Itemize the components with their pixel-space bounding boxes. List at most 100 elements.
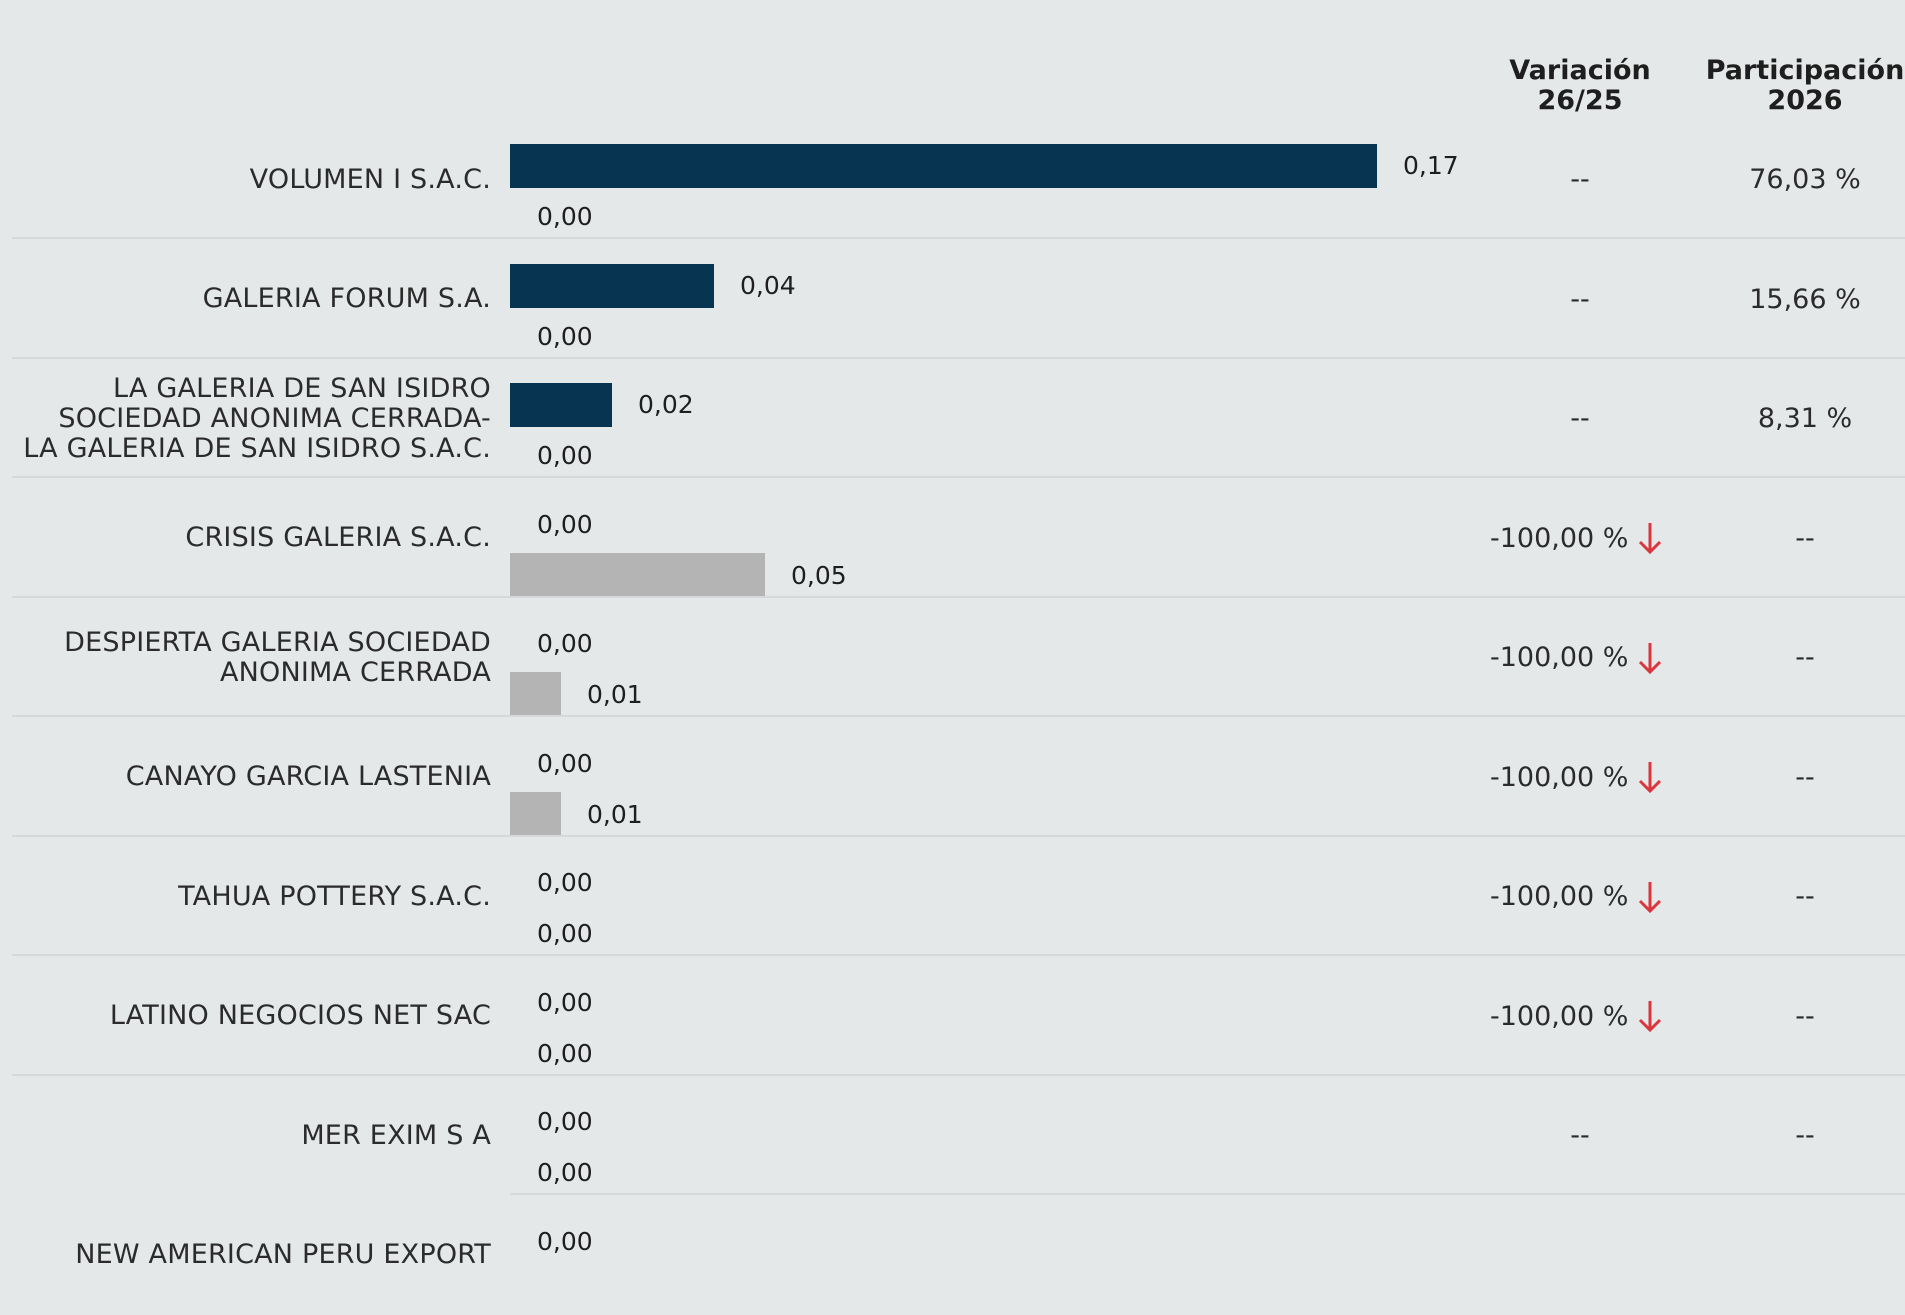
- bar-2026-value: 0,17: [1403, 151, 1459, 180]
- row-label-text: MER EXIM S A: [301, 1119, 491, 1151]
- bar-2025: [510, 552, 765, 597]
- row-label: LATINO NEGOCIOS NET SAC: [1, 957, 491, 1076]
- chart-row: LA GALERIA DE SAN ISIDRO SOCIEDAD ANONIM…: [0, 359, 1905, 478]
- participation-value: --: [1795, 1120, 1815, 1151]
- chart-row: VOLUMEN I S.A.C. 0,17 0,00 -- 76,03 %: [0, 120, 1905, 239]
- bar-2026: [510, 383, 612, 427]
- bar-2025-value: 0,00: [537, 1038, 593, 1068]
- arrow-down-icon: [1638, 880, 1662, 914]
- row-label-text: VOLUMEN I S.A.C.: [249, 163, 491, 195]
- bar-2026-value: 0,00: [537, 1226, 593, 1256]
- row-label: VOLUMEN I S.A.C.: [1, 120, 491, 239]
- row-divider: [12, 1073, 1905, 1076]
- bar-2026-value: 0,00: [537, 868, 593, 897]
- row-divider: [12, 237, 1905, 239]
- row-label-text: LATINO NEGOCIOS NET SAC: [109, 1000, 491, 1031]
- variation-value: -100,00 %: [1490, 761, 1629, 793]
- header-participacion-line2: 2026: [1767, 85, 1843, 116]
- variation-value: --: [1570, 403, 1590, 434]
- variation-cell: --: [1490, 359, 1750, 478]
- arrow-down-icon: [1638, 999, 1662, 1033]
- chart-row: CRISIS GALERIA S.A.C. 0,00 0,05 -100,00 % --: [0, 479, 1905, 598]
- bar-2025-value: 0,05: [791, 560, 847, 590]
- row-label: DESPIERTA GALERIA SOCIEDAD ANONIMA CERRA…: [1, 598, 491, 717]
- arrow-down-icon: [1638, 760, 1662, 794]
- chart-row: LATINO NEGOCIOS NET SAC 0,00 0,00 -100,00 %…: [0, 957, 1905, 1076]
- header-variacion-line1: Variación: [1509, 55, 1651, 86]
- bar-2026-value: 0,04: [740, 270, 796, 300]
- bar-2026-value: 0,00: [537, 748, 593, 778]
- variation-cell: --: [1490, 240, 1750, 359]
- row-label: MER EXIM S A: [1, 1076, 491, 1195]
- variation-cell: -100,00 %: [1490, 598, 1750, 717]
- row-divider: [12, 715, 1905, 717]
- row-label-text: NEW AMERICAN PERU EXPORT: [75, 1239, 491, 1270]
- variation-value: --: [1570, 1120, 1590, 1151]
- row-divider: [12, 356, 1905, 359]
- row-label: CANAYO GARCIA LASTENIA: [1, 718, 491, 837]
- variation-value: -100,00 %: [1490, 522, 1629, 554]
- variation-cell: --: [1490, 120, 1750, 239]
- bar-2025-value: 0,00: [537, 441, 593, 470]
- variation-value: -100,00 %: [1490, 881, 1629, 912]
- variation-value: --: [1570, 164, 1590, 195]
- bar-2025-value: 0,00: [537, 202, 593, 231]
- header-variacion: Variación 26/25: [1490, 56, 1670, 116]
- variation-cell: --: [1490, 1076, 1750, 1195]
- row-label: NEW AMERICAN PERU EXPORT: [1, 1196, 491, 1315]
- row-label: LA GALERIA DE SAN ISIDRO SOCIEDAD ANONIM…: [1, 359, 491, 478]
- row-divider: [510, 1193, 1905, 1195]
- chart-row: TAHUA POTTERY S.A.C. 0,00 0,00 -100,00 % --: [0, 837, 1905, 956]
- chart-row: MER EXIM S A 0,00 0,00 -- --: [0, 1076, 1905, 1195]
- participation-value: 15,66 %: [1749, 283, 1861, 315]
- chart-row: GALERIA FORUM S.A. 0,04 0,00 -- 15,66 %: [0, 240, 1905, 359]
- row-label: TAHUA POTTERY S.A.C.: [1, 837, 491, 956]
- bar-2026-value: 0,02: [638, 390, 694, 419]
- variation-cell: -100,00 %: [1490, 479, 1750, 598]
- participation-value: --: [1795, 761, 1815, 793]
- bar-2026: [510, 144, 1377, 188]
- arrow-down-icon: [1638, 521, 1662, 555]
- row-label-text: LA GALERIA DE SAN ISIDRO SOCIEDAD ANONIM…: [23, 372, 491, 464]
- row-divider: [12, 595, 1905, 598]
- row-label: GALERIA FORUM S.A.: [1, 240, 491, 359]
- row-divider: [12, 476, 1905, 478]
- bar-2026-value: 0,00: [537, 987, 593, 1017]
- header-variacion-line2: 26/25: [1537, 85, 1623, 116]
- chart-row: NEW AMERICAN PERU EXPORT 0,00: [0, 1196, 1905, 1315]
- row-divider: [12, 834, 1905, 837]
- participation-value: --: [1795, 881, 1815, 912]
- variation-value: -100,00 %: [1490, 1000, 1629, 1032]
- header-participacion: Participación 2026: [1700, 56, 1905, 116]
- bar-2025: [510, 672, 561, 716]
- arrow-down-icon: [1638, 641, 1662, 675]
- participation-value: 76,03 %: [1749, 164, 1861, 195]
- row-label-text: DESPIERTA GALERIA SOCIEDAD ANONIMA CERRA…: [64, 626, 491, 688]
- bar-2026-value: 0,00: [537, 629, 593, 658]
- variation-cell: -100,00 %: [1490, 718, 1750, 837]
- bar-2025-value: 0,01: [587, 799, 643, 829]
- row-label-text: CRISIS GALERIA S.A.C.: [185, 522, 491, 553]
- bar-2025-value: 0,01: [587, 680, 643, 709]
- row-label-text: GALERIA FORUM S.A.: [202, 283, 491, 314]
- bar-2026-value: 0,00: [537, 509, 593, 539]
- bar-2025-value: 0,00: [537, 919, 593, 948]
- row-label: CRISIS GALERIA S.A.C.: [1, 479, 491, 598]
- bar-2026-value: 0,00: [537, 1107, 593, 1136]
- row-label-text: CANAYO GARCIA LASTENIA: [125, 761, 491, 792]
- bar-2025: [510, 791, 561, 836]
- participation-value: 8,31 %: [1757, 403, 1853, 434]
- header-participacion-line1: Participación: [1705, 55, 1905, 86]
- participation-value: --: [1795, 1000, 1815, 1032]
- row-label-text: TAHUA POTTERY S.A.C.: [178, 880, 491, 912]
- variation-value: --: [1570, 283, 1590, 315]
- bar-2025-value: 0,00: [537, 321, 593, 351]
- participation-value: --: [1795, 642, 1815, 673]
- row-divider: [12, 954, 1905, 956]
- bar-2026: [510, 263, 714, 308]
- participation-value: --: [1795, 522, 1815, 554]
- variation-cell: -100,00 %: [1490, 837, 1750, 956]
- chart-row: CANAYO GARCIA LASTENIA 0,00 0,01 -100,00 % -…: [0, 718, 1905, 837]
- variation-value: -100,00 %: [1490, 642, 1629, 673]
- bar-2025-value: 0,00: [537, 1158, 593, 1187]
